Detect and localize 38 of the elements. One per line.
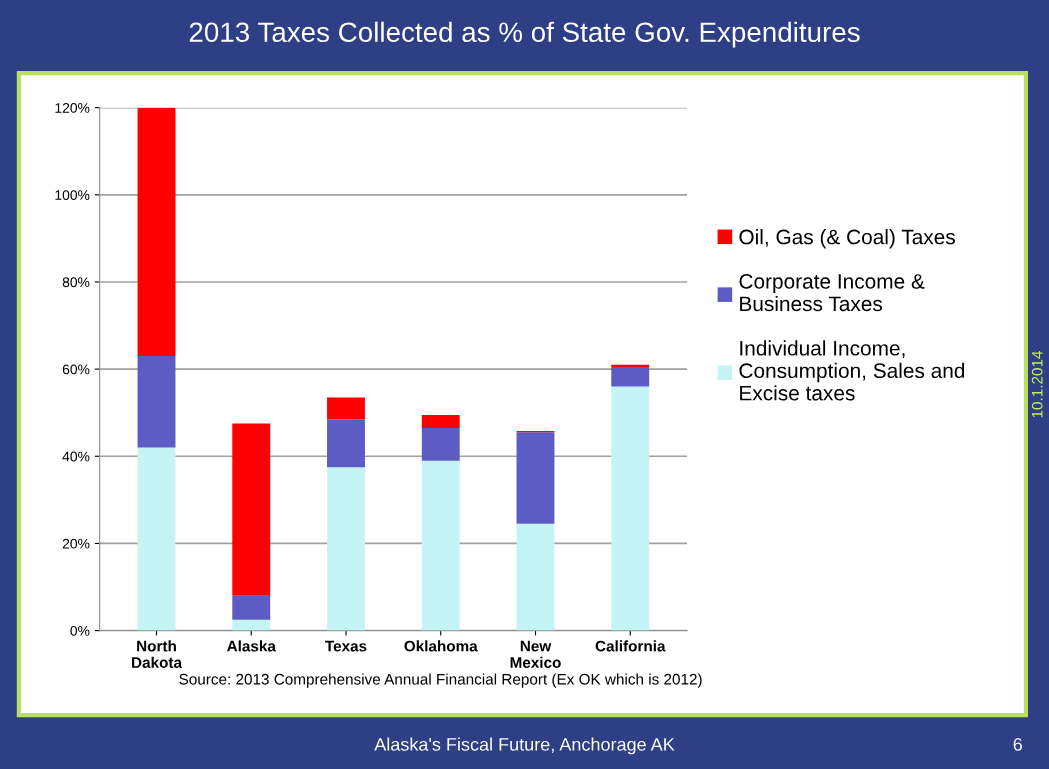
text: 10.1.2014 (1031, 350, 1043, 418)
source-note: Source: 2013 Comprehensive Annual Financial Report (Ex OK which is 2012) (179, 673, 702, 688)
bar (611, 364, 650, 367)
bar (232, 595, 271, 620)
text: Alaska's Fiscal Future, Anchorage AK (374, 737, 675, 755)
bar (232, 423, 271, 596)
y-tick-label: 80% (62, 277, 90, 288)
bar (137, 107, 176, 357)
text: 6 (1013, 737, 1022, 751)
x-tick-label: Alaska (227, 640, 276, 652)
legend-label: Oil, Gas (& Coal) Taxes (739, 229, 955, 249)
x-tick-label: New Mexico (510, 640, 561, 668)
bar (327, 467, 365, 631)
bar (421, 414, 460, 428)
bar (137, 447, 176, 631)
bar (611, 366, 650, 387)
x-tick-label: Oklahoma (404, 640, 478, 652)
bar (516, 432, 555, 524)
chart-title: 2013 Taxes Collected as % of State Gov. Expenditures (189, 21, 860, 48)
bar (232, 619, 271, 631)
bar (421, 460, 460, 631)
x-tick-label: Texas (325, 640, 367, 652)
x-tick-label: North Dakota (132, 640, 183, 668)
y-tick-label: 120% (55, 102, 90, 113)
y-tick-label: 20% (62, 538, 90, 549)
y-tick-label: 60% (62, 364, 90, 375)
x-tick-label: California (595, 640, 666, 652)
y-tick-label: 0% (70, 625, 90, 636)
legend-label: Individual Income, Consumption, Sales and Excise taxes (739, 340, 965, 401)
y-tick-label: 40% (62, 451, 90, 462)
bar (611, 386, 650, 631)
bar (516, 523, 555, 631)
bar (327, 419, 365, 468)
bar (421, 427, 460, 461)
legend-label: Corporate Income & Business Taxes (739, 274, 925, 312)
y-tick-label: 100% (55, 190, 90, 200)
bar (137, 356, 176, 448)
bar (327, 397, 365, 420)
